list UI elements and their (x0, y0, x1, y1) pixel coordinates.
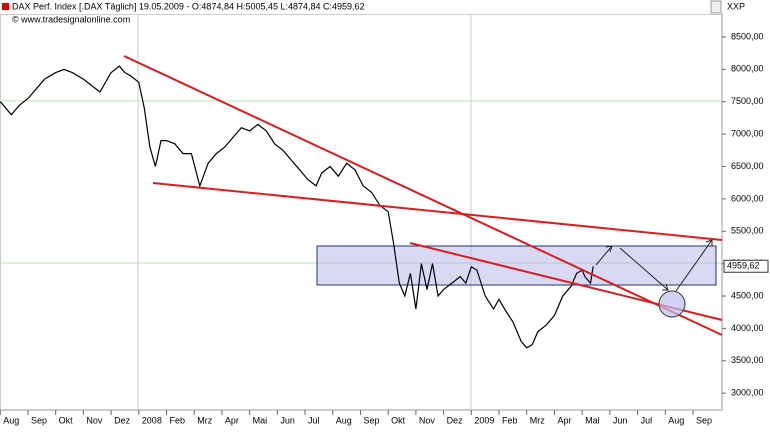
arrow (619, 247, 669, 291)
x-tick-label: Nov (86, 415, 103, 425)
x-tick-label: Feb (170, 415, 186, 425)
x-tick-label: 2009 (474, 415, 494, 425)
y-tick-label: 7500,00 (731, 96, 764, 106)
x-tick-label: Apr (557, 415, 571, 425)
x-tick-label: Nov (419, 415, 436, 425)
price-line (0, 65, 594, 349)
scroll-button[interactable] (710, 0, 722, 14)
y-tick-label: 3000,00 (731, 388, 764, 398)
x-tick-label: Aug (3, 415, 19, 425)
target-circle (658, 290, 686, 318)
y-tick-label: 4500,00 (731, 290, 764, 300)
y-tick-label: 5500,00 (731, 226, 764, 236)
arrow-head (662, 283, 669, 291)
x-tick-label: Sep (31, 415, 47, 425)
axis-unit: XXP (727, 1, 745, 11)
x-tick-label: Mai (585, 415, 600, 425)
y-tick-label: 7000,00 (731, 129, 764, 139)
y-tick-label: 6000,00 (731, 193, 764, 203)
series-layer (0, 65, 594, 349)
header-bar (0, 0, 722, 14)
series-icon (2, 3, 9, 10)
y-tick-label: 4000,00 (731, 323, 764, 333)
x-tick-label: Aug (668, 415, 684, 425)
zone-box (316, 245, 717, 286)
x-tick-label: Feb (502, 415, 518, 425)
x-tick-label: Mai (253, 415, 268, 425)
y-tick-label: 8000,00 (731, 64, 764, 74)
x-tick-label: Dez (447, 415, 464, 425)
trendline (152, 182, 723, 241)
x-tick-label: Jun (613, 415, 628, 425)
x-tick-label: Aug (336, 415, 352, 425)
x-tick-label: Jun (280, 415, 295, 425)
x-tick-label: Dez (114, 415, 131, 425)
x-tick-label: Jul (641, 415, 653, 425)
plot-area (0, 13, 723, 411)
arrow-head (605, 245, 613, 253)
arrows (595, 239, 713, 292)
arrow-head (705, 239, 713, 246)
x-tick-label: Sep (363, 415, 379, 425)
last-price-label: 4959,62 (727, 261, 760, 271)
last-price-box (723, 259, 769, 273)
x-tick-label: Jul (308, 415, 320, 425)
y-tick-label: 6500,00 (731, 161, 764, 171)
trendline (123, 55, 723, 336)
y-tick-label: 3500,00 (731, 355, 764, 365)
x-tick-label: Mrz (530, 415, 545, 425)
x-tick-label: Mrz (197, 415, 212, 425)
arrow (595, 245, 613, 266)
x-tick-label: Okt (391, 415, 406, 425)
x-tick-label: Sep (696, 415, 712, 425)
chart-subtitle: © www.tradesignalonline.com (12, 14, 130, 24)
x-tick-label: 2008 (142, 415, 162, 425)
arrow (675, 239, 713, 292)
chart-title: DAX Perf. Index [.DAX Täglich] 19.05.200… (12, 1, 365, 11)
x-tick-label: Okt (59, 415, 74, 425)
x-tick-label: Apr (225, 415, 239, 425)
y-tick-label: 8500,00 (731, 31, 764, 41)
